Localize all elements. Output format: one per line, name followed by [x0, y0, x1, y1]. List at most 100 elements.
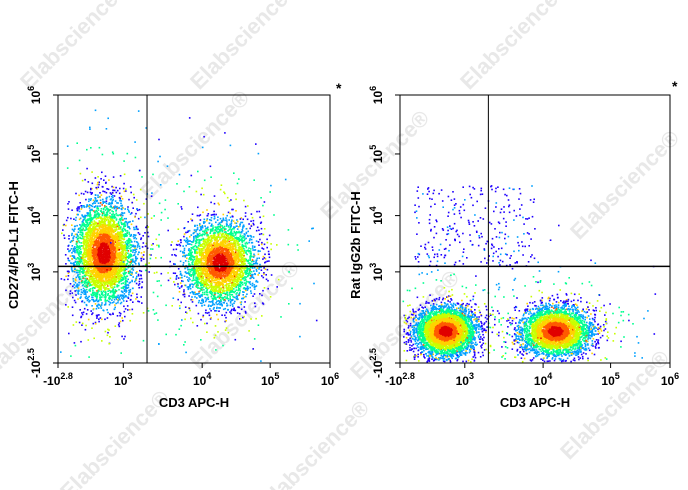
event-dot	[120, 282, 123, 285]
event-dot	[100, 250, 102, 253]
event-dot	[116, 257, 119, 259]
event-dot	[118, 258, 121, 261]
event-dot	[145, 127, 147, 129]
event-dot	[90, 221, 93, 224]
event-dot	[116, 270, 119, 272]
event-dot	[87, 261, 90, 264]
event-dot	[77, 206, 79, 208]
event-dot	[140, 237, 143, 239]
event-dot	[94, 294, 96, 296]
event-dot	[243, 199, 245, 202]
event-dot	[113, 220, 116, 223]
event-dot	[78, 241, 81, 244]
event-dot	[100, 210, 102, 212]
event-dot	[86, 249, 88, 251]
event-dot	[138, 233, 141, 236]
event-dot	[132, 220, 134, 222]
event-dot	[102, 242, 105, 245]
event-dot	[103, 223, 105, 226]
event-dot	[78, 206, 81, 208]
event-dot	[119, 233, 121, 235]
event-dot	[95, 218, 98, 220]
event-dot	[99, 257, 101, 260]
event-dot	[97, 233, 99, 235]
event-dot	[127, 278, 129, 281]
event-dot	[81, 271, 83, 273]
event-dot	[100, 245, 103, 248]
event-dot	[112, 278, 115, 280]
event-dot	[73, 271, 76, 273]
event-dot	[116, 298, 119, 301]
event-dot	[106, 267, 109, 270]
event-dot	[121, 277, 124, 279]
event-dot	[75, 279, 77, 282]
event-dot	[121, 295, 124, 297]
event-dot	[128, 282, 131, 284]
event-dot	[147, 310, 150, 312]
event-dot	[84, 291, 86, 294]
event-dot	[77, 213, 79, 216]
event-dot	[106, 257, 108, 260]
event-dot	[79, 309, 81, 311]
event-dot	[123, 288, 126, 291]
event-dot	[216, 313, 218, 316]
event-dot	[68, 250, 70, 253]
event-dot	[120, 244, 122, 247]
event-dot	[112, 230, 115, 233]
event-dot	[92, 244, 95, 247]
event-dot	[111, 230, 113, 232]
event-dot	[118, 243, 121, 245]
event-dot	[208, 241, 210, 244]
event-dot	[109, 281, 112, 284]
event-dot	[84, 190, 87, 193]
event-dot	[80, 260, 83, 263]
event-dot	[134, 263, 137, 265]
event-dot	[120, 263, 122, 266]
event-dot	[117, 233, 119, 236]
event-dot	[101, 235, 104, 237]
event-dot	[97, 261, 100, 263]
event-dot	[94, 202, 97, 204]
event-dot	[122, 238, 125, 240]
event-dot	[87, 219, 89, 221]
event-dot	[119, 274, 122, 276]
event-dot	[88, 200, 90, 203]
event-dot	[85, 285, 87, 288]
event-dot	[101, 232, 104, 234]
event-dot	[238, 237, 241, 240]
event-dot	[92, 263, 95, 266]
event-dot	[89, 224, 91, 226]
event-dot	[101, 153, 104, 156]
event-dot	[113, 223, 115, 225]
event-dot	[90, 198, 92, 200]
event-dot	[85, 235, 87, 238]
event-dot	[104, 246, 107, 248]
event-dot	[244, 271, 246, 274]
event-dot	[104, 201, 106, 203]
event-dot	[73, 262, 75, 264]
event-dot	[117, 300, 119, 302]
event-dot	[118, 252, 120, 255]
event-dot	[99, 205, 101, 207]
event-dot	[253, 293, 256, 295]
event-dot	[135, 212, 137, 215]
event-dot	[79, 248, 82, 250]
event-dot	[107, 294, 109, 296]
event-dot	[109, 227, 111, 229]
event-dot	[97, 266, 99, 269]
event-dot	[116, 257, 119, 260]
event-dot	[130, 273, 133, 275]
event-dot	[106, 213, 109, 216]
event-dot	[119, 277, 122, 280]
event-dot	[189, 269, 191, 271]
event-dot	[78, 262, 80, 265]
event-dot	[201, 287, 204, 289]
event-dot	[88, 289, 91, 291]
event-dot	[222, 298, 224, 300]
event-dot	[95, 283, 98, 286]
event-dot	[96, 210, 98, 213]
event-dot	[83, 205, 85, 207]
event-dot	[126, 152, 129, 155]
event-dot	[92, 222, 94, 225]
event-dot	[101, 243, 104, 246]
